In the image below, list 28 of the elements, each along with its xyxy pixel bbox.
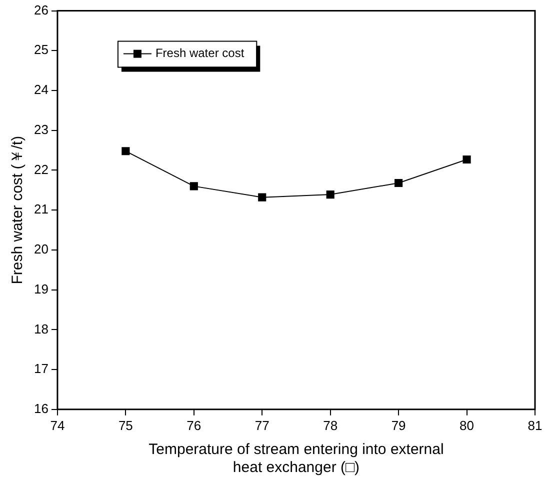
x-tick-label: 79 [391,418,406,433]
point [122,147,130,156]
point [394,178,403,188]
y-tick-label: 20 [34,242,48,257]
x-tick-label: 76 [186,418,202,433]
y-tick-label: 22 [34,162,48,177]
y-tick-label: 24 [34,82,48,98]
y-tick-label: 26 [34,2,48,18]
y-tick-label: 17 [34,361,48,376]
y-tick-label: 16 [34,400,48,416]
point [462,155,471,164]
x-tick-label: 75 [118,418,133,433]
y-tick-label: 25 [34,42,48,58]
x-tick-label: 81 [528,418,542,433]
y-tick-label: 19 [34,281,48,296]
y-tick-label: 23 [34,122,48,137]
y-axis-title: Fresh water cost (￥/t) [9,136,26,284]
x-tick-label: 78 [323,418,338,433]
y-tick-label: 18 [34,321,48,336]
x-tick-label: 80 [460,418,474,433]
legend-label: Fresh water cost [155,46,245,60]
x-tick-label: 77 [254,418,270,433]
x-axis-title: Temperature of stream entering into external heat exchanger (□) [148,441,444,476]
point [190,182,198,190]
point [258,193,266,202]
y-tick-label: 21 [34,202,48,217]
point [326,190,334,199]
x-tick-label: 74 [50,418,65,433]
